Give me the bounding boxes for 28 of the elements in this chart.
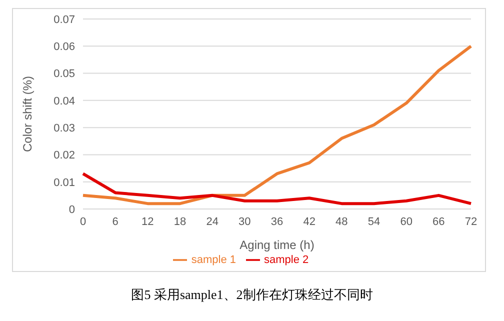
x-axis-title: Aging time (h) [240, 238, 314, 252]
x-tick-label: 30 [238, 216, 251, 228]
x-tick-label: 54 [368, 216, 380, 228]
y-tick-label: 0.03 [54, 122, 75, 134]
y-tick-label: 0.07 [54, 14, 75, 26]
x-tick-label: 12 [142, 216, 154, 228]
x-tick-label: 18 [174, 216, 186, 228]
x-tick-label: 48 [336, 216, 348, 228]
line-series [82, 172, 472, 206]
y-tick-label: 0.05 [54, 68, 75, 80]
line-series [82, 44, 472, 206]
y-tick-label: 0.02 [54, 150, 75, 162]
caption: 图5 采用sample1、2制作在灯珠经过不同时 [130, 286, 374, 304]
x-tick-label: 0 [80, 216, 86, 228]
y-tick-label: 0 [68, 204, 75, 216]
x-tick-label: 24 [206, 216, 218, 228]
x-tick-label: 66 [432, 216, 445, 228]
y-tick-label: 0.06 [54, 41, 75, 54]
y-tick-label: 0.01 [54, 176, 75, 189]
x-tick-label: 36 [270, 216, 284, 228]
legend-label: sample 2 [264, 254, 309, 266]
x-tick-label: 72 [464, 216, 478, 228]
y-axis-title: Color shift (%) [20, 76, 34, 152]
legend-label: sample 1 [191, 254, 236, 266]
y-tick-label: 0.04 [54, 95, 75, 108]
x-tick-label: 42 [303, 216, 316, 228]
x-tick-label: 60 [400, 216, 412, 228]
x-tick-label: 6 [112, 216, 118, 228]
